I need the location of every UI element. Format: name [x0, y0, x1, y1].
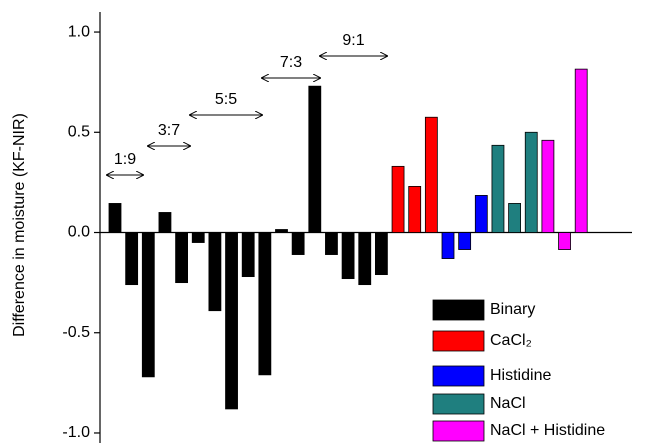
- bar: [108, 203, 122, 233]
- legend-swatch: [432, 420, 485, 442]
- bar: [291, 232, 305, 255]
- legend-label: Binary: [490, 301, 535, 318]
- y-tick-label: 0.5: [68, 123, 90, 140]
- bar: [125, 232, 139, 286]
- annotation: 1:9: [114, 151, 136, 168]
- legend-label: NaCl + Histidine: [490, 422, 605, 439]
- bar: [574, 68, 588, 233]
- legend-swatch: [432, 393, 485, 415]
- annotation: 9:1: [342, 32, 364, 49]
- bar: [341, 232, 355, 280]
- legend-label: Histidine: [490, 367, 551, 384]
- legend-swatch: [432, 330, 485, 352]
- bar: [508, 203, 522, 233]
- bar: [175, 232, 189, 284]
- legend-swatch: [432, 365, 485, 387]
- y-tick-label: -0.5: [62, 324, 90, 341]
- bar: [541, 139, 555, 233]
- bar: [424, 116, 438, 233]
- legend-label: CaCl₂: [490, 332, 532, 349]
- bar: [558, 232, 571, 250]
- legend-swatch: [432, 299, 485, 321]
- bar: [458, 232, 472, 250]
- y-axis-label: Difference in moisture (KF-NIR): [11, 113, 28, 337]
- bar: [325, 232, 338, 255]
- annotation: 5:5: [215, 91, 237, 108]
- legend-label: NaCl: [490, 395, 526, 412]
- annotation: 7:3: [280, 54, 302, 71]
- bar: [258, 232, 272, 376]
- bar: [474, 195, 488, 233]
- bar: [358, 232, 372, 286]
- bar: [191, 232, 205, 243]
- bar: [491, 144, 505, 233]
- bar: [391, 165, 405, 233]
- bar: [441, 232, 455, 259]
- bar: [275, 229, 288, 233]
- annotation: 3:7: [158, 122, 180, 139]
- y-tick-label: 0.0: [68, 224, 90, 241]
- bar: [225, 232, 238, 410]
- bar: [141, 232, 155, 378]
- bar: [374, 232, 388, 276]
- bar: [208, 232, 222, 312]
- y-tick-label: -1.0: [62, 424, 90, 441]
- bar: [158, 212, 172, 233]
- bar: [524, 131, 538, 233]
- y-tick-label: 1.0: [68, 23, 90, 40]
- bar: [308, 85, 322, 233]
- bar: [241, 232, 255, 278]
- bar: [408, 186, 422, 233]
